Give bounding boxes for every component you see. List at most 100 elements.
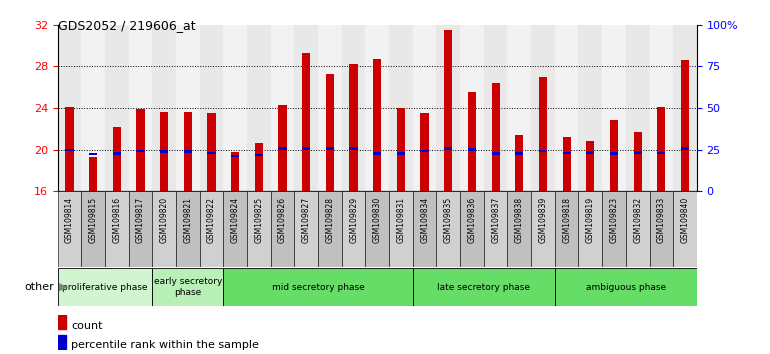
Bar — [366, 25, 389, 191]
Bar — [658, 107, 665, 191]
Bar — [112, 127, 121, 191]
Bar — [326, 147, 334, 149]
Bar — [82, 191, 105, 267]
Bar — [389, 25, 413, 191]
Text: GSM109815: GSM109815 — [89, 197, 98, 243]
Bar — [626, 25, 650, 191]
Bar — [302, 147, 310, 149]
Bar — [531, 191, 555, 267]
Bar — [555, 191, 578, 267]
Bar — [176, 191, 199, 267]
Bar — [602, 25, 626, 191]
Text: GSM109816: GSM109816 — [112, 197, 122, 243]
Bar — [468, 92, 476, 191]
Bar — [89, 153, 97, 155]
Text: GSM109830: GSM109830 — [373, 197, 382, 244]
Bar — [207, 152, 216, 154]
Bar — [129, 25, 152, 191]
Bar — [539, 150, 547, 152]
Bar — [681, 60, 689, 191]
Bar — [58, 335, 66, 349]
Bar — [484, 25, 507, 191]
Bar — [112, 153, 121, 155]
Bar — [318, 25, 342, 191]
Bar — [152, 268, 223, 306]
Bar — [350, 147, 358, 149]
Bar — [650, 25, 673, 191]
Text: GSM109835: GSM109835 — [444, 197, 453, 244]
Text: GDS2052 / 219606_at: GDS2052 / 219606_at — [58, 19, 196, 33]
Bar — [373, 153, 381, 155]
Text: ▶: ▶ — [59, 282, 68, 292]
Bar — [539, 77, 547, 191]
Text: GSM109823: GSM109823 — [610, 197, 618, 243]
Bar — [444, 30, 453, 191]
Bar — [58, 25, 82, 191]
Text: GSM109828: GSM109828 — [326, 197, 334, 243]
Text: GSM109826: GSM109826 — [278, 197, 287, 243]
Bar — [420, 113, 429, 191]
Bar — [136, 109, 145, 191]
Bar — [350, 64, 358, 191]
Bar — [634, 152, 642, 154]
Bar — [160, 112, 169, 191]
Bar — [586, 141, 594, 191]
Text: late secretory phase: late secretory phase — [437, 282, 531, 292]
Bar — [152, 25, 176, 191]
Bar — [223, 25, 247, 191]
Text: GSM109821: GSM109821 — [183, 197, 192, 243]
Bar — [602, 191, 626, 267]
Text: GSM109817: GSM109817 — [136, 197, 145, 243]
Bar — [563, 152, 571, 154]
Bar — [105, 191, 129, 267]
Bar — [444, 147, 453, 149]
Bar — [342, 25, 366, 191]
Bar — [681, 147, 689, 149]
Bar — [255, 143, 263, 191]
Bar — [255, 154, 263, 156]
Bar — [65, 107, 74, 191]
Bar — [491, 153, 500, 155]
Text: GSM109836: GSM109836 — [467, 197, 477, 244]
Bar — [223, 268, 413, 306]
Bar — [507, 25, 531, 191]
Bar — [160, 150, 169, 153]
Bar — [397, 108, 405, 191]
Text: GSM109837: GSM109837 — [491, 197, 500, 244]
Bar — [184, 112, 192, 191]
Bar — [507, 191, 531, 267]
Text: GSM109832: GSM109832 — [633, 197, 642, 243]
Bar — [271, 25, 294, 191]
Bar — [578, 191, 602, 267]
Bar — [326, 74, 334, 191]
Text: GSM109839: GSM109839 — [538, 197, 547, 244]
Bar — [397, 153, 405, 155]
Bar — [531, 25, 555, 191]
Text: GSM109820: GSM109820 — [159, 197, 169, 243]
Bar — [247, 191, 271, 267]
Bar — [555, 268, 697, 306]
Text: other: other — [24, 282, 54, 292]
Bar — [460, 25, 484, 191]
Bar — [342, 191, 366, 267]
Text: GSM109831: GSM109831 — [397, 197, 406, 243]
Bar — [650, 191, 673, 267]
Bar — [294, 191, 318, 267]
Text: GSM109827: GSM109827 — [302, 197, 311, 243]
Bar — [610, 120, 618, 191]
Bar — [634, 132, 642, 191]
Text: count: count — [71, 321, 102, 331]
Bar — [437, 191, 460, 267]
Bar — [302, 53, 310, 191]
Bar — [658, 152, 665, 154]
Text: GSM109819: GSM109819 — [586, 197, 595, 243]
Text: GSM109840: GSM109840 — [681, 197, 689, 244]
Text: GSM109825: GSM109825 — [254, 197, 263, 243]
Bar — [279, 147, 286, 149]
Bar — [673, 191, 697, 267]
Bar — [105, 25, 129, 191]
Bar — [176, 25, 199, 191]
Bar — [515, 135, 524, 191]
Bar — [184, 150, 192, 153]
Bar — [231, 152, 239, 191]
